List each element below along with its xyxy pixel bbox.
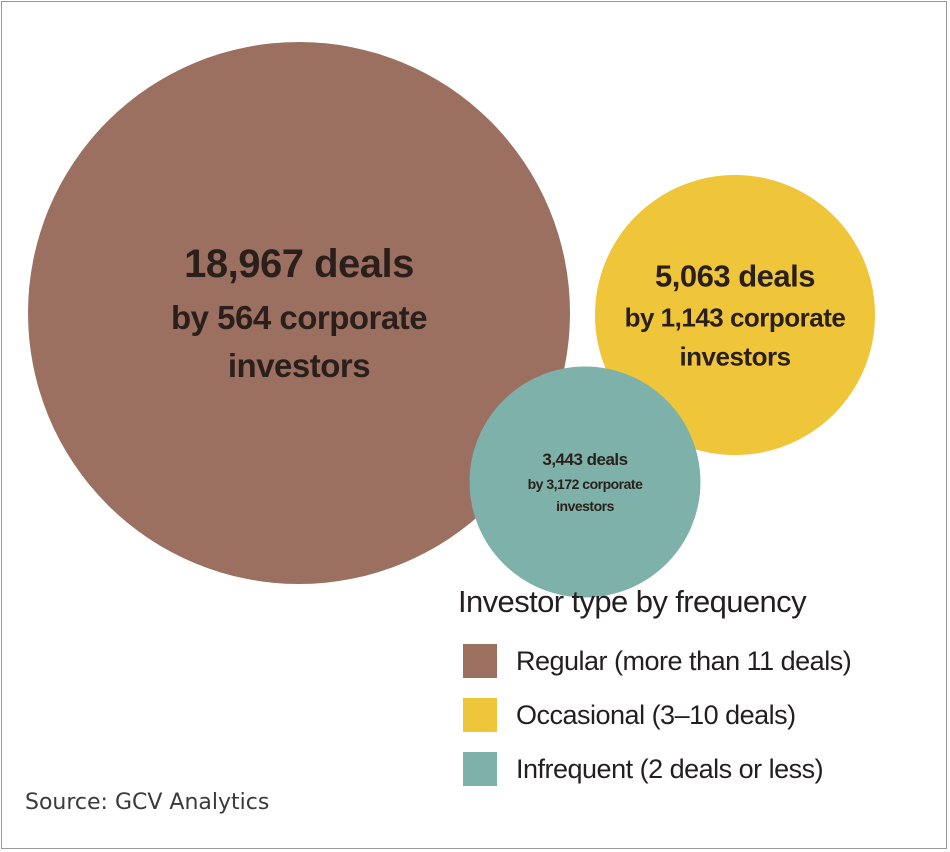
legend-label-infrequent: Infrequent (2 deals or less): [516, 753, 824, 784]
legend: Investor type by frequency Regular (more…: [458, 584, 852, 796]
legend-item-infrequent: Infrequent (2 deals or less): [458, 742, 851, 796]
legend-label-occasional: Occasional (3–10 deals): [516, 699, 796, 730]
bubble-occasional: [594, 174, 876, 456]
legend-item-regular: Regular (more than 11 deals): [458, 634, 852, 688]
legend-swatch-infrequent: [463, 752, 497, 786]
bubble-label-occasional-2: investors: [679, 341, 790, 371]
bubble-label-occasional-0: 5,063 deals: [655, 258, 815, 293]
bubble-label-regular-1: by 564 corporate: [171, 299, 427, 336]
bubble-label-infrequent-2: investors: [556, 498, 614, 514]
bubble-label-regular-2: investors: [228, 347, 370, 384]
legend-swatch-regular: [463, 644, 497, 678]
bubble-regular: [28, 42, 570, 584]
bubble-label-regular-0: 18,967 deals: [184, 242, 414, 286]
bubble-infrequent: [469, 366, 701, 598]
legend-label-regular: Regular (more than 11 deals): [516, 645, 852, 676]
legend-swatch-occasional: [463, 698, 497, 732]
bubble-label-occasional-1: by 1,143 corporate: [625, 302, 846, 332]
source-note: Source: GCV Analytics: [25, 790, 270, 815]
legend-title: Investor type by frequency: [458, 584, 807, 619]
legend-item-occasional: Occasional (3–10 deals): [458, 688, 851, 742]
bubble-label-infrequent-0: 3,443 deals: [542, 450, 627, 469]
bubble-label-infrequent-1: by 3,172 corporate: [528, 476, 643, 492]
